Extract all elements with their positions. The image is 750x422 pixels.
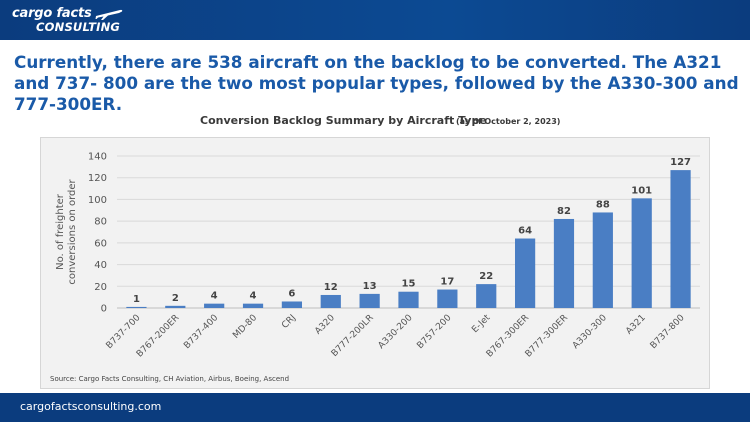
data-label: 4 [211, 291, 218, 302]
data-label: 12 [324, 282, 338, 293]
x-tick-label: A330-300 [571, 313, 609, 351]
y-tick-label: 80 [94, 217, 107, 228]
bar [242, 303, 264, 308]
x-tick-label: MD-80 [231, 313, 259, 341]
data-label: 1 [133, 294, 140, 305]
y-tick-label: 120 [88, 173, 107, 184]
bar [320, 294, 341, 308]
x-tick-label: E-Jet [470, 313, 492, 335]
y-tick-label: 0 [101, 304, 107, 315]
bar [553, 218, 575, 308]
x-tick-label: B757-200 [415, 313, 453, 351]
bar [126, 306, 147, 308]
x-tick-label: A320 [313, 313, 337, 337]
x-tick-label: A330-200 [377, 313, 415, 351]
x-tick-label: B737-800 [649, 313, 687, 351]
x-tick-label: CRJ [280, 313, 298, 331]
data-label: 22 [479, 271, 493, 282]
bar [359, 293, 380, 308]
bar [204, 303, 225, 308]
bar [437, 289, 458, 308]
y-axis-label: No. of freighterconversions on order [55, 178, 78, 284]
data-label: 15 [402, 279, 416, 290]
bar [514, 238, 536, 308]
cargo-facts-logo[interactable]: cargo facts CONSULTING [12, 6, 123, 36]
data-label: 64 [518, 226, 532, 237]
x-tick-label: B737-400 [182, 313, 220, 351]
header-bar: cargo facts CONSULTING [0, 0, 750, 40]
data-label: 4 [250, 291, 257, 302]
logo-text-line1: cargo facts [12, 6, 92, 21]
data-label: 127 [670, 157, 691, 168]
x-tick-label: A321 [624, 313, 648, 337]
headline-text: Currently, there are 538 aircraft on the… [14, 52, 739, 114]
source-note: Source: Cargo Facts Consulting, CH Aviat… [50, 375, 290, 383]
data-label: 17 [440, 277, 454, 288]
bar [631, 198, 652, 308]
footer-url[interactable]: cargofactsconsulting.com [20, 400, 162, 413]
data-label: 82 [557, 206, 571, 217]
data-label: 13 [363, 281, 377, 292]
x-tick-label: B737-700 [105, 313, 143, 351]
bar-chart: 0 20 40 60 80 100 120 140 No. of freighterconve… [55, 152, 700, 360]
logo-text-line2: CONSULTING [36, 20, 121, 34]
bar [281, 301, 303, 308]
footer-bar: cargofactsconsulting.com [0, 393, 750, 422]
y-tick-label: 40 [94, 260, 107, 271]
bar [592, 212, 613, 308]
data-label: 88 [596, 199, 610, 210]
y-tick-label: 60 [94, 238, 107, 249]
bar [165, 305, 186, 308]
bars [126, 170, 691, 308]
bar [670, 170, 691, 308]
y-tick-label: 100 [88, 195, 107, 206]
bar [398, 291, 419, 308]
chart-title: Conversion Backlog Summary by Aircraft T… [200, 114, 487, 127]
bar [476, 284, 497, 308]
airplane-icon [95, 9, 123, 20]
y-tick-label: 20 [94, 282, 107, 293]
data-label: 101 [631, 185, 652, 196]
data-label: 6 [288, 288, 295, 299]
chart-subtitle: (as of October 2, 2023) [456, 117, 561, 126]
data-label: 2 [172, 293, 179, 304]
y-tick-label: 140 [88, 152, 107, 163]
y-axis-ticks: 0 20 40 60 80 100 120 140 [88, 152, 107, 315]
